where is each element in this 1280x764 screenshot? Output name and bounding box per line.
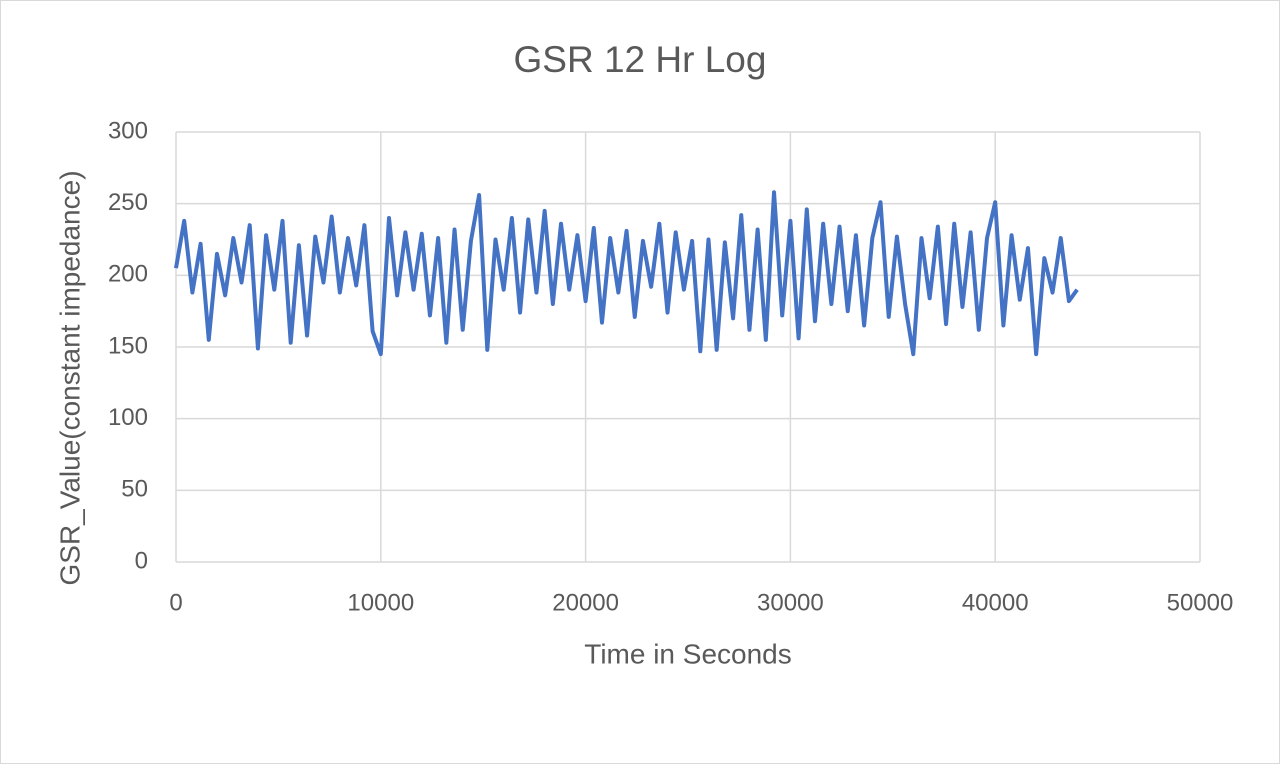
- x-axis-title: Time in Seconds: [584, 638, 792, 669]
- chart-title: GSR 12 Hr Log: [514, 39, 767, 80]
- y-tick-label: 50: [121, 476, 148, 503]
- y-tick-label: 100: [108, 404, 148, 431]
- x-tick-label: 30000: [757, 589, 824, 616]
- x-tick-label: 0: [169, 589, 182, 616]
- y-tick-label: 200: [108, 261, 148, 288]
- x-tick-label: 50000: [1167, 589, 1234, 616]
- x-tick-label: 40000: [962, 589, 1029, 616]
- x-tick-label: 10000: [347, 589, 414, 616]
- y-tick-label: 150: [108, 332, 148, 359]
- y-tick-label: 250: [108, 189, 148, 216]
- x-tick-label: 20000: [552, 589, 619, 616]
- data-line: [174, 190, 1079, 357]
- y-tick-label: 300: [108, 117, 148, 144]
- y-tick-label: 0: [135, 547, 148, 574]
- y-axis-title: GSR_Value(constant impedance): [54, 170, 85, 585]
